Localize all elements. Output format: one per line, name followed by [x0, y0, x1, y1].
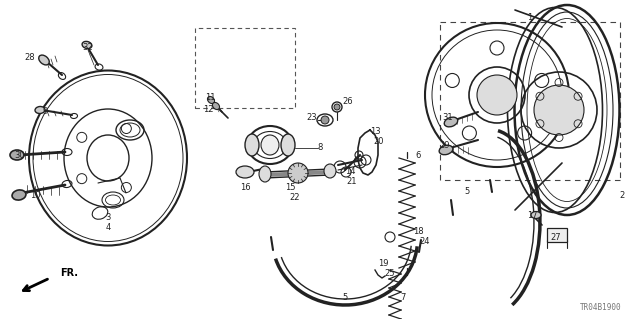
Text: 3: 3	[106, 213, 111, 222]
Text: 5: 5	[465, 188, 470, 197]
Text: 21: 21	[347, 177, 357, 187]
Text: 9: 9	[42, 108, 47, 116]
Text: 31: 31	[443, 114, 453, 122]
Text: 32: 32	[83, 43, 93, 53]
Text: 13: 13	[370, 127, 380, 136]
Text: 5: 5	[342, 293, 348, 302]
Circle shape	[334, 104, 340, 110]
Text: 27: 27	[550, 233, 561, 241]
Text: 10: 10	[29, 191, 40, 201]
FancyBboxPatch shape	[195, 28, 295, 108]
Ellipse shape	[531, 211, 541, 219]
Text: 29: 29	[440, 140, 451, 150]
Circle shape	[477, 75, 517, 115]
Text: 22: 22	[290, 192, 300, 202]
Ellipse shape	[212, 102, 220, 109]
Text: 11: 11	[205, 93, 215, 101]
Ellipse shape	[259, 166, 271, 182]
Ellipse shape	[12, 190, 26, 200]
Text: 6: 6	[415, 151, 420, 160]
Text: 26: 26	[342, 98, 353, 107]
Text: 12: 12	[203, 105, 213, 114]
Ellipse shape	[236, 166, 254, 178]
Text: 7: 7	[400, 293, 406, 302]
Ellipse shape	[261, 135, 279, 155]
Text: 15: 15	[285, 182, 295, 191]
Ellipse shape	[35, 107, 45, 114]
Ellipse shape	[39, 55, 49, 65]
Text: 28: 28	[25, 54, 35, 63]
Text: 18: 18	[413, 227, 423, 236]
Text: 14: 14	[345, 167, 355, 176]
Circle shape	[321, 116, 329, 124]
Ellipse shape	[439, 145, 453, 155]
Text: 24: 24	[420, 238, 430, 247]
Ellipse shape	[324, 164, 336, 178]
Ellipse shape	[10, 150, 24, 160]
Ellipse shape	[281, 134, 295, 156]
Text: 23: 23	[307, 114, 317, 122]
Text: 1: 1	[527, 13, 532, 23]
Text: 17: 17	[527, 211, 538, 219]
Ellipse shape	[444, 117, 458, 127]
Circle shape	[288, 163, 308, 183]
Text: 16: 16	[240, 183, 250, 192]
Text: 20: 20	[374, 137, 384, 145]
Ellipse shape	[245, 134, 259, 156]
Text: 19: 19	[378, 258, 388, 268]
Text: 4: 4	[106, 224, 111, 233]
Text: 30: 30	[15, 151, 26, 160]
Ellipse shape	[82, 41, 92, 48]
FancyBboxPatch shape	[547, 228, 567, 242]
Text: FR.: FR.	[60, 268, 78, 278]
Circle shape	[534, 85, 584, 135]
Ellipse shape	[207, 96, 214, 104]
Text: 8: 8	[317, 144, 323, 152]
Text: 2: 2	[620, 190, 625, 199]
Text: 25: 25	[385, 269, 396, 278]
Text: TR04B1900: TR04B1900	[580, 302, 622, 311]
